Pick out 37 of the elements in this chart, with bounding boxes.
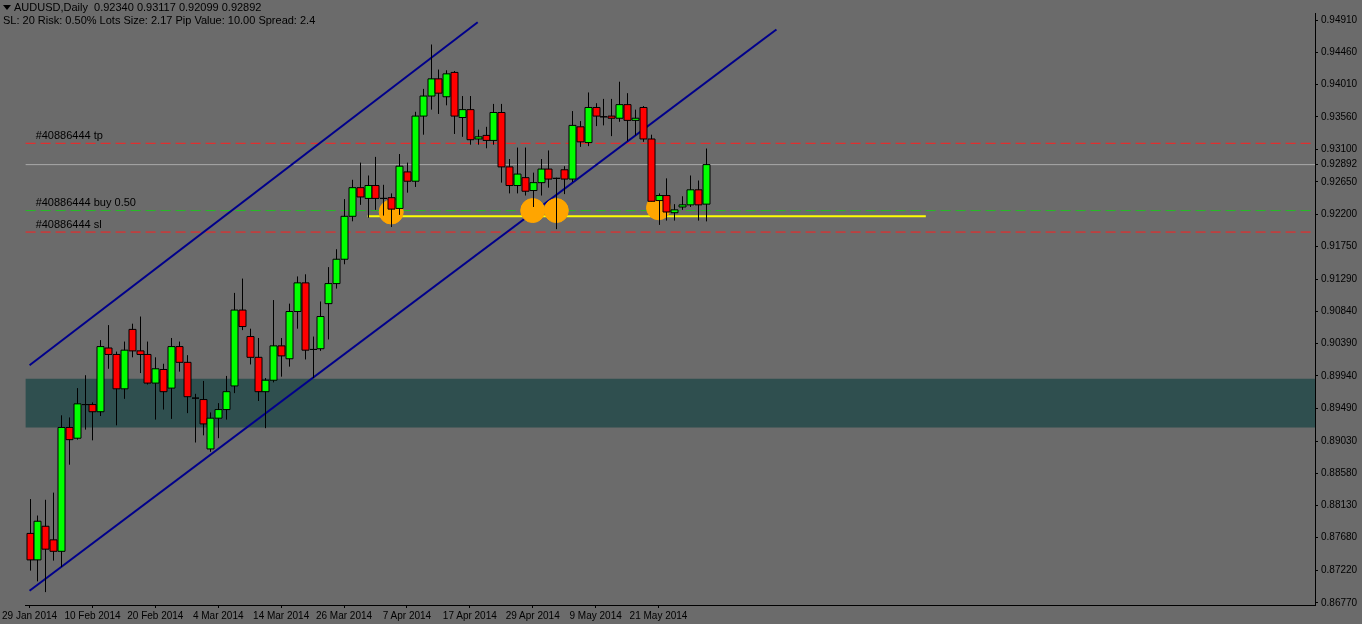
y-tick-label: 0.90390 — [1321, 337, 1358, 349]
ref-line-label: #40886444 sl — [35, 217, 102, 230]
x-tick-label: 17 Apr 2014 — [442, 609, 498, 621]
y-tick-label: 0.90840 — [1321, 305, 1358, 317]
y-tick-label: 0.88580 — [1321, 467, 1358, 479]
y-tick-label: 0.94010 — [1321, 78, 1358, 90]
x-tick-label: 14 Mar 2014 — [253, 609, 310, 621]
y-tick-label: 0.92200 — [1321, 207, 1358, 219]
x-tick-label: 10 Feb 2014 — [64, 609, 121, 621]
y-tick-label: 0.94460 — [1321, 46, 1358, 58]
y-tick-label: 0.86770 — [1321, 596, 1358, 608]
x-tick-label: 4 Mar 2014 — [192, 609, 244, 621]
y-tick-label: 0.91750 — [1321, 240, 1358, 252]
y-tick-label: 0.94910 — [1321, 13, 1358, 25]
y-tick-label: 0.89490 — [1321, 401, 1358, 413]
candlestick — [191, 393, 200, 443]
ref-line-label: #40886444 tp — [35, 128, 103, 141]
y-tick-label: 0.89940 — [1321, 369, 1358, 381]
y-tick-label: 0.87220 — [1321, 564, 1358, 576]
x-tick-label: 9 May 2014 — [569, 609, 623, 621]
y-tick-label: 0.93100 — [1321, 143, 1358, 155]
y-tick-label: 0.92892 — [1321, 158, 1358, 170]
y-tick-label: 0.92650 — [1321, 175, 1358, 187]
x-tick-label: 7 Apr 2014 — [382, 609, 432, 621]
y-tick-label: 0.91290 — [1321, 273, 1358, 285]
x-tick-label: 21 May 2014 — [629, 609, 688, 621]
y-tick-label: 0.93560 — [1321, 110, 1358, 122]
x-tick-label: 20 Feb 2014 — [127, 609, 184, 621]
x-tick-label: 29 Jan 2014 — [2, 609, 58, 621]
y-tick-label: 0.89030 — [1321, 434, 1358, 446]
x-tick-label: 29 Apr 2014 — [505, 609, 561, 621]
chart-subtitle: SL: 20 Risk: 0.50% Lots Size: 2.17 Pip Value: 10.00 Spread: 2.4 — [3, 14, 316, 27]
x-tick-label: 26 Mar 2014 — [315, 609, 373, 621]
chart-title: AUDUSD,Daily 0.92340 0.93117 0.92099 0.92892 — [14, 1, 262, 14]
y-tick-label: 0.88130 — [1321, 499, 1358, 511]
y-tick-label: 0.87680 — [1321, 531, 1358, 543]
ref-line-label: #40886444 buy 0.50 — [35, 196, 136, 209]
